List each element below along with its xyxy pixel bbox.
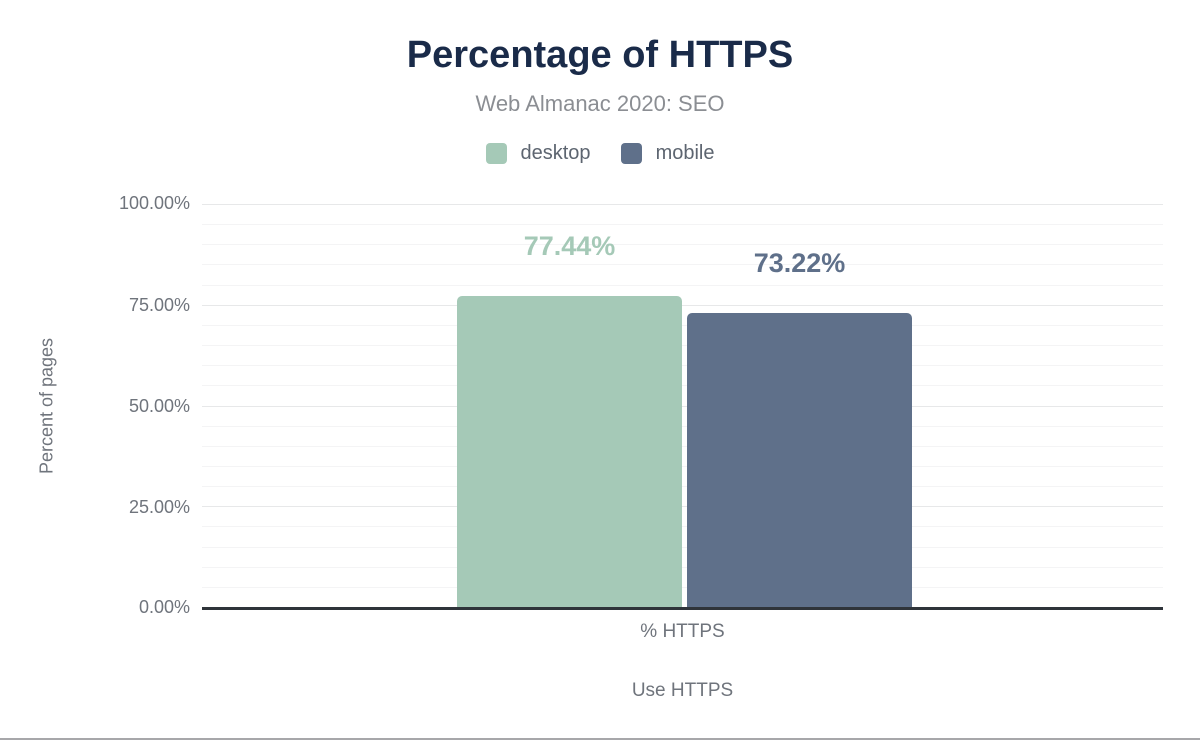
x-axis-baseline	[202, 607, 1163, 610]
gridline-major	[202, 304, 1163, 306]
gridline-minor	[202, 324, 1163, 326]
legend-item-desktop[interactable]: desktop	[485, 142, 591, 165]
gridline-minor	[202, 566, 1163, 568]
bottom-divider	[0, 738, 1200, 740]
chart-title: Percentage of HTTPS	[406, 34, 794, 76]
gridline-minor	[202, 486, 1163, 488]
bar-value-desktop: 77.44%	[523, 231, 616, 262]
bar-mobile[interactable]	[687, 312, 912, 608]
legend-swatch-desktop-icon	[485, 143, 507, 164]
bar-value-mobile: 73.22%	[753, 248, 846, 279]
gridline-minor	[202, 264, 1163, 266]
plot-area: 77.44% 73.22%	[202, 204, 1163, 610]
x-tick-label: % HTTPS	[640, 621, 725, 642]
legend-swatch-mobile-icon	[620, 143, 642, 164]
gridline-major	[202, 204, 1163, 205]
legend-label-desktop: desktop	[520, 142, 591, 164]
gridline-minor	[202, 244, 1163, 246]
gridline-minor	[202, 445, 1163, 447]
legend-item-mobile[interactable]: mobile	[620, 142, 715, 165]
y-axis-title: Percent of pages	[36, 337, 57, 475]
gridline-major	[202, 405, 1163, 407]
gridline-minor	[202, 526, 1163, 528]
gridline-minor	[202, 345, 1163, 347]
gridline-minor	[202, 465, 1163, 467]
legend: desktop mobile	[0, 142, 1200, 165]
x-axis-title: Use HTTPS	[631, 680, 734, 701]
y-tick-label-75: 75.00%	[128, 295, 190, 315]
y-tick-label-0: 0.00%	[138, 597, 190, 617]
gridline-major	[202, 506, 1163, 508]
gridline-minor	[202, 586, 1163, 588]
gridline-minor	[202, 224, 1163, 226]
y-tick-label-50: 50.00%	[128, 396, 190, 416]
legend-label-mobile: mobile	[655, 142, 715, 164]
bar-desktop[interactable]	[457, 295, 682, 608]
gridline-minor	[202, 365, 1163, 367]
gridline-minor	[202, 425, 1163, 427]
y-tick-label-100: 100.00%	[118, 193, 190, 213]
chart-subtitle: Web Almanac 2020: SEO	[475, 91, 725, 116]
y-tick-label-25: 25.00%	[128, 497, 190, 517]
gridline-minor	[202, 284, 1163, 286]
gridline-minor	[202, 546, 1163, 548]
gridline-minor	[202, 385, 1163, 387]
